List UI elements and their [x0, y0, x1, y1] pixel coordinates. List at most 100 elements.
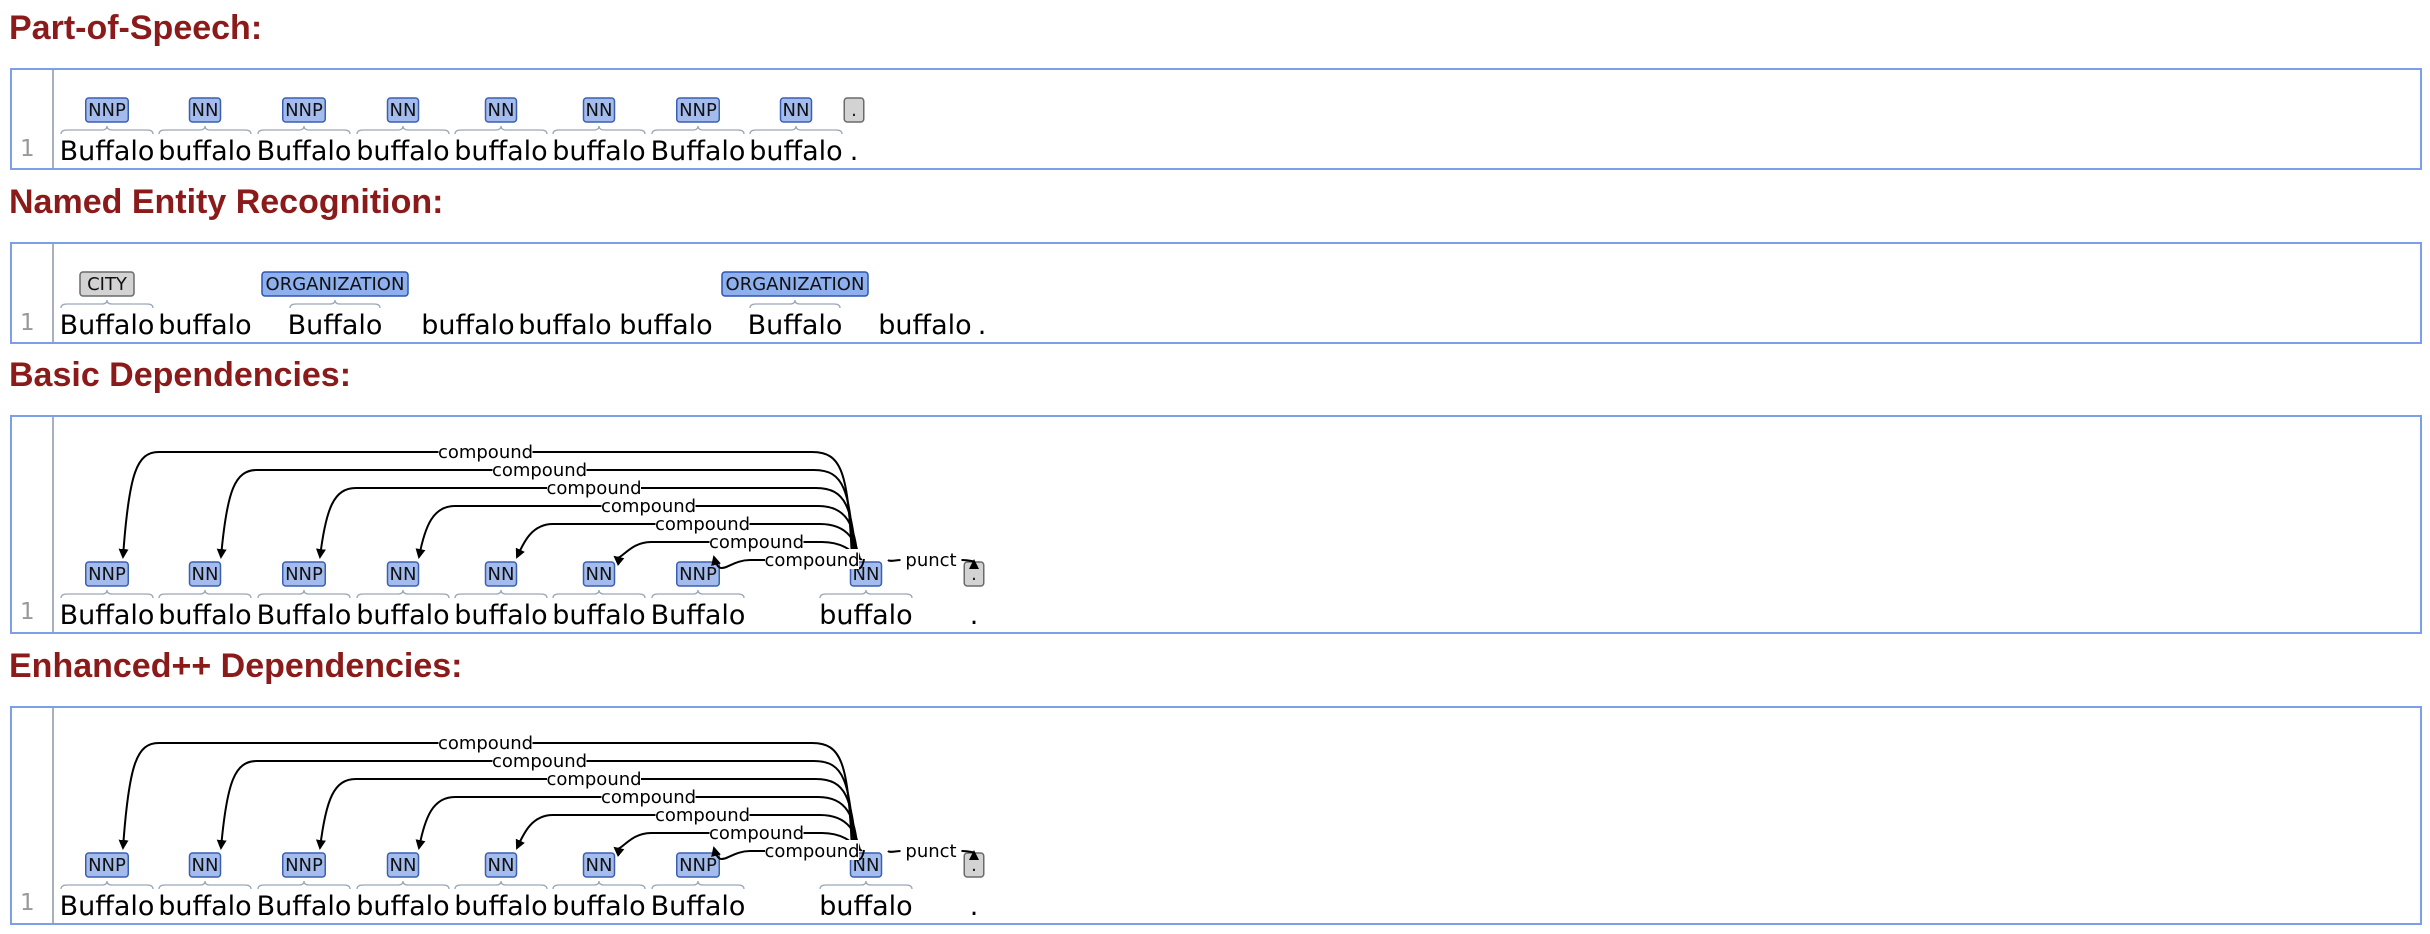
pos-tag-nnp: NNP: [282, 97, 326, 123]
pos-word: buffalo: [552, 136, 645, 167]
basic-title: Basic Dependencies:: [9, 356, 352, 394]
ner-word: buffalo: [619, 310, 712, 341]
token-span-brace: [552, 589, 646, 599]
enhanced-tag-label: NN: [192, 855, 219, 876]
basic-word: buffalo: [356, 600, 449, 631]
enhanced-arc-compound: [515, 814, 861, 851]
token-span-brace: [60, 125, 154, 135]
enhanced-svg: NNP NN NNP NN NN NN NNP NN .compoundcompoundcomp…: [60, 732, 985, 922]
basic-arc-label: punct: [905, 550, 956, 571]
basic-tag-punct: .: [963, 561, 985, 587]
pos-word: Buffalo: [60, 136, 155, 167]
line-number: 1: [20, 310, 35, 336]
token-span-brace: [819, 880, 913, 890]
basic-arc-label: compound: [492, 460, 587, 481]
token-span-brace: [158, 589, 252, 599]
pos-word: buffalo: [749, 136, 842, 167]
line-gutter: [12, 244, 54, 342]
basic-tag-label: .: [971, 564, 977, 585]
token-span-brace: [651, 880, 745, 890]
basic-word: Buffalo: [651, 600, 746, 631]
basic-arc-label: compound: [601, 496, 696, 517]
ner-tag-organization: ORGANIZATION: [721, 271, 869, 297]
enhanced-tag-punct: .: [963, 852, 985, 878]
token-span-brace: [454, 125, 548, 135]
ner-panel: 1 CITY ORGANIZATION ORGANIZATION Buffalo buf…: [10, 242, 2422, 344]
token-span-brace: [749, 125, 843, 135]
basic-word: buffalo: [158, 600, 251, 631]
enhanced-tag-label: NNP: [679, 855, 717, 876]
enhanced-word: Buffalo: [651, 891, 746, 922]
basic-tag-nnp: NNP: [676, 561, 720, 587]
enhanced-tag-nn: NN: [188, 852, 222, 878]
enhanced-word: buffalo: [454, 891, 547, 922]
pos-tag-nnp: NNP: [676, 97, 720, 123]
pos-tag-label: NN: [390, 100, 417, 121]
enhanced-panel: 1 NNP NN NNP NN NN NN NNP NN. compound compound co…: [10, 706, 2422, 925]
basic-arc-compound: [515, 523, 861, 560]
ner-word: Buffalo: [288, 310, 383, 341]
pos-panel: 1 NNP NN NNP NN NN NN NNP NN. Buffalo buffalo Buff…: [10, 68, 2422, 170]
enhanced-tag-label: NNP: [88, 855, 126, 876]
enhanced-arc-label: compound: [764, 841, 859, 862]
enhanced-tag-label: NN: [390, 855, 417, 876]
line-gutter: [12, 708, 54, 923]
enhanced-arc-label: compound: [438, 733, 533, 754]
ner-word: Buffalo: [60, 310, 155, 341]
ner-tag-label: ORGANIZATION: [726, 274, 865, 295]
basic-word: .: [970, 600, 979, 631]
token-span-brace: [257, 589, 351, 599]
enhanced-arc-label: compound: [709, 823, 804, 844]
basic-tag-label: NNP: [679, 564, 717, 585]
enhanced-word: buffalo: [819, 891, 912, 922]
ner-tag-label: ORGANIZATION: [266, 274, 405, 295]
basic-arc-label: compound: [546, 478, 641, 499]
basic-svg: NNP NN NNP NN NN NN NNP NN .compoundcompoundcomp…: [60, 441, 985, 631]
pos-svg: NNP NN NNP NN NN NN NNP NN .Buffalo buffalo Buffal…: [60, 97, 865, 167]
pos-tag-label: NNP: [88, 100, 126, 121]
basic-arc-label: compound: [655, 514, 750, 535]
token-span-brace: [651, 589, 745, 599]
enhanced-tag-nn: NN: [582, 852, 616, 878]
basic-tag-nnp: NNP: [282, 561, 326, 587]
basic-arc-label: compound: [709, 532, 804, 553]
line-number: 1: [20, 599, 35, 625]
pos-tag-label: NN: [783, 100, 810, 121]
enhanced-tag-label: .: [971, 855, 977, 876]
enhanced-arc-label: compound: [492, 751, 587, 772]
enhanced-arc-compound: [316, 778, 857, 851]
enhanced-tag-label: NN: [488, 855, 515, 876]
ner-tag-city: CITY: [79, 271, 135, 297]
basic-word: Buffalo: [60, 600, 155, 631]
basic-tag-nnp: NNP: [85, 561, 129, 587]
token-span-brace: [552, 125, 646, 135]
pos-word: Buffalo: [651, 136, 746, 167]
token-span-brace: [454, 880, 548, 890]
token-span-brace: [60, 880, 154, 890]
token-span-brace: [356, 880, 450, 890]
basic-arc-compound: [316, 487, 857, 560]
basic-panel: 1 NNP NN NNP NN NN NN NNP NN. compound compound co…: [10, 415, 2422, 634]
pos-tag-label: NN: [192, 100, 219, 121]
basic-word: buffalo: [552, 600, 645, 631]
token-span-brace: [356, 125, 450, 135]
basic-arc-compound: [415, 505, 859, 560]
basic-arc-label: compound: [764, 550, 859, 571]
line-number: 1: [20, 890, 35, 916]
ner-tag-organization: ORGANIZATION: [261, 271, 409, 297]
enhanced-tag-label: NN: [586, 855, 613, 876]
ner-word: buffalo: [878, 310, 971, 341]
line-gutter: [12, 70, 54, 168]
token-span-brace: [749, 299, 841, 309]
pos-tag-nn: NN: [484, 97, 518, 123]
enhanced-arc-label: compound: [655, 805, 750, 826]
basic-tag-nn: NN: [188, 561, 222, 587]
enhanced-tag-nn: NN: [484, 852, 518, 878]
enhanced-word: buffalo: [552, 891, 645, 922]
token-span-brace: [257, 125, 351, 135]
enhanced-arc-compound: [415, 796, 859, 851]
pos-word: buffalo: [356, 136, 449, 167]
basic-tag-label: NN: [586, 564, 613, 585]
pos-tag-label: NNP: [285, 100, 323, 121]
token-span-brace: [60, 589, 154, 599]
